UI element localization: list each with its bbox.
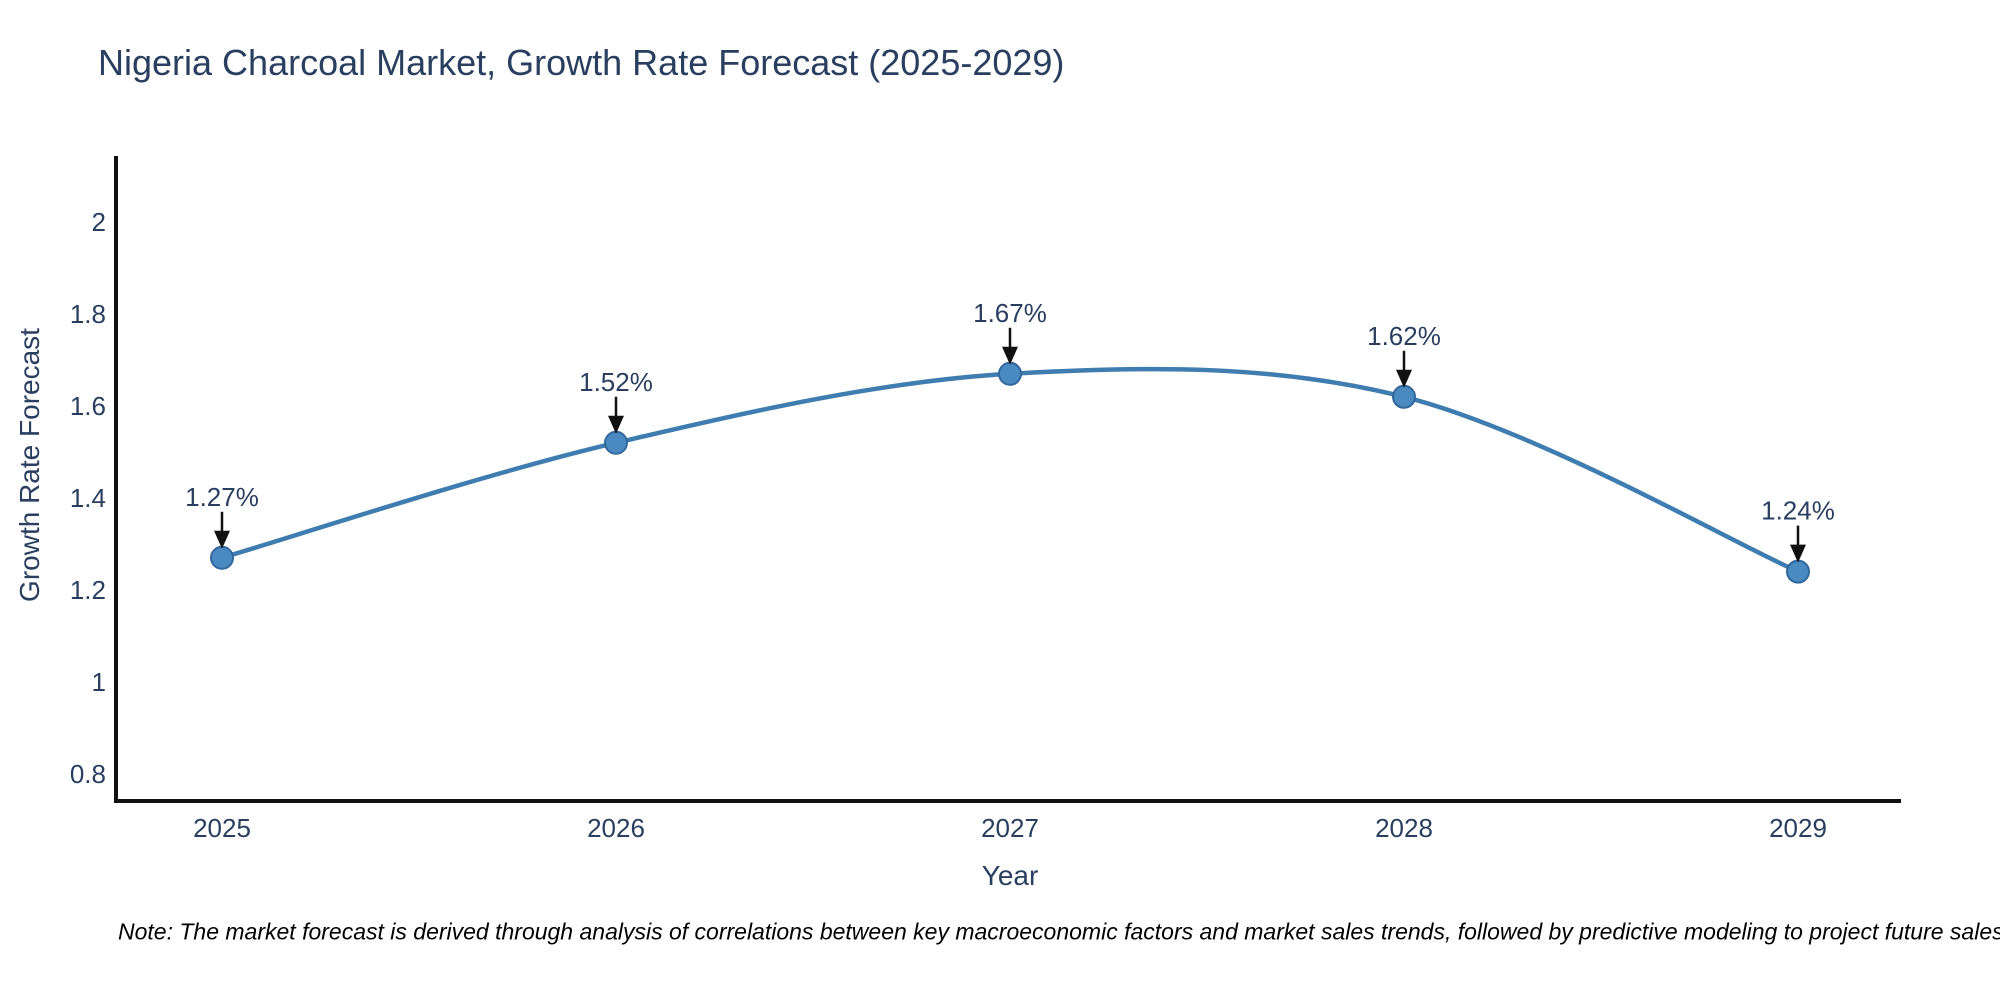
annotation-arrowhead [1790,544,1806,563]
annotation-label: 1.27% [185,482,259,512]
x-tick-label: 2026 [587,813,645,843]
y-tick-label: 0.8 [70,759,106,789]
x-tick-label: 2028 [1375,813,1433,843]
y-tick-label: 1 [92,667,106,697]
data-point-marker[interactable] [998,361,1022,386]
y-tick-label: 1.8 [70,299,106,329]
annotation-arrowhead [1002,346,1018,365]
annotation-label: 1.24% [1761,496,1835,526]
annotation-label: 1.67% [973,298,1047,328]
y-tick-label: 2 [92,207,106,237]
data-point-marker[interactable] [604,430,628,455]
data-point-marker[interactable] [210,545,234,570]
y-tick-label: 1.4 [70,483,106,513]
annotation-arrowhead [214,530,230,549]
y-tick-label: 1.2 [70,575,106,605]
x-tick-label: 2029 [1769,813,1827,843]
annotation-arrowhead [608,415,624,434]
annotation-arrowhead [1396,369,1412,388]
annotation-label: 1.52% [579,367,653,397]
chart-title: Nigeria Charcoal Market, Growth Rate For… [98,42,1065,83]
y-axis-title: Growth Rate Forecast [14,328,45,602]
x-tick-label: 2027 [981,813,1039,843]
footnote: Note: The market forecast is derived thr… [118,918,2000,945]
x-axis-title: Year [981,860,1039,891]
x-tick-label: 2025 [193,813,251,843]
y-tick-label: 1.6 [70,391,106,421]
data-point-marker[interactable] [1392,384,1416,409]
data-point-marker[interactable] [1786,559,1810,584]
annotation-label: 1.62% [1367,321,1441,351]
series-line [219,366,1801,574]
